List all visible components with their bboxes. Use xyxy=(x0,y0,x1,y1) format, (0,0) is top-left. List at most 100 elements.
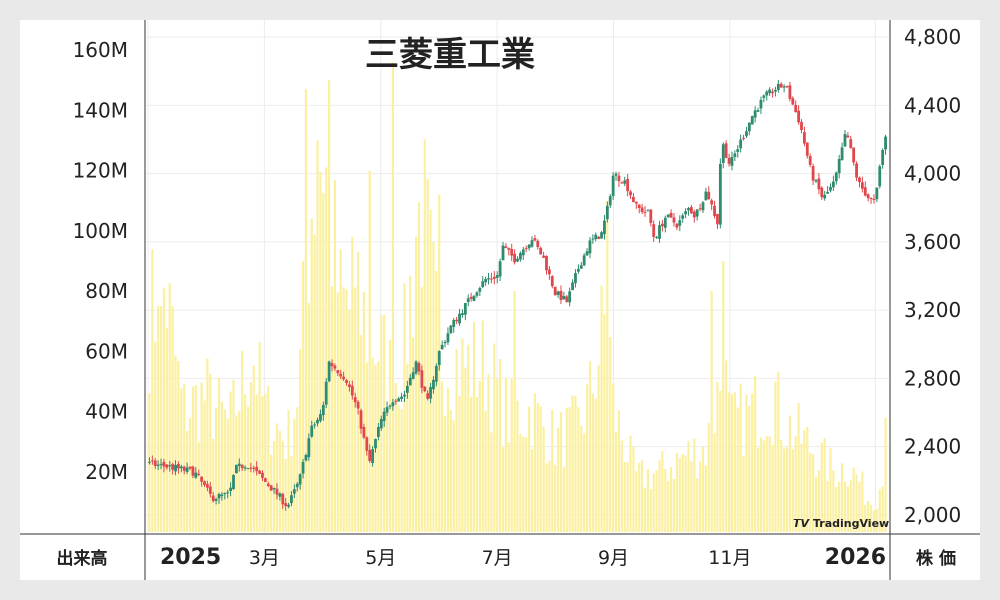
candle xyxy=(661,220,664,232)
candle xyxy=(869,197,873,204)
candle xyxy=(498,258,502,282)
candle xyxy=(817,172,821,195)
volume-bar xyxy=(800,443,803,532)
candle xyxy=(148,457,151,465)
volume-bar xyxy=(771,445,774,532)
candle xyxy=(753,106,757,123)
volume-bar xyxy=(533,393,536,532)
volume-bar xyxy=(742,455,745,532)
volume-bar xyxy=(623,462,626,532)
candle xyxy=(292,484,296,499)
volume-bar xyxy=(858,481,861,532)
volume-bar xyxy=(325,167,328,532)
chart-title: 三菱重工業 xyxy=(365,35,535,75)
candle xyxy=(658,220,661,243)
candle xyxy=(629,190,632,199)
volume-bar xyxy=(441,381,444,532)
candle xyxy=(689,204,693,215)
volume-bar xyxy=(414,236,418,533)
candle xyxy=(718,158,722,229)
volume-bar xyxy=(478,380,481,532)
volume-bar xyxy=(212,438,215,532)
volume-bar xyxy=(571,395,574,532)
volume-bar xyxy=(783,448,786,532)
candle xyxy=(287,502,290,509)
volume-bar xyxy=(328,80,331,532)
volume-bar xyxy=(426,179,429,532)
volume-bar xyxy=(475,397,479,532)
volume-bar xyxy=(664,469,667,532)
candle xyxy=(298,473,302,490)
volume-bar xyxy=(867,501,870,532)
volume-bar xyxy=(174,355,177,532)
candle xyxy=(263,477,267,483)
volume-bar xyxy=(609,336,612,532)
volume-bar xyxy=(696,478,699,532)
candle xyxy=(159,458,163,470)
volume-bar xyxy=(756,447,760,532)
candle xyxy=(281,492,285,509)
candle xyxy=(426,390,430,401)
volume-bar xyxy=(765,436,768,532)
candle xyxy=(214,497,218,505)
candle xyxy=(304,453,308,462)
volume-bar xyxy=(217,377,221,532)
volume-bar xyxy=(635,471,638,532)
candle xyxy=(823,191,827,201)
time-tick-label: 5月 xyxy=(365,547,396,569)
candle xyxy=(382,407,386,427)
volume-bar xyxy=(504,377,508,532)
candle xyxy=(562,291,566,301)
volume-axis-ticks: 20M 40M 60M 80M 100M 120M 140M 160M xyxy=(73,38,128,484)
candle xyxy=(655,235,659,239)
candle xyxy=(858,176,861,188)
candle xyxy=(206,480,209,492)
candle xyxy=(504,243,508,249)
price-tick-label: 2,400 xyxy=(904,435,961,459)
volume-bar xyxy=(357,251,360,533)
volume-bar xyxy=(354,287,357,532)
volume-bar xyxy=(864,504,867,532)
volume-bar xyxy=(739,383,742,532)
candle xyxy=(565,294,569,303)
candle xyxy=(794,100,798,113)
candle xyxy=(779,81,783,88)
volume-bar xyxy=(545,463,548,532)
candle xyxy=(272,487,276,494)
candle xyxy=(200,476,204,487)
candle xyxy=(608,193,612,209)
volume-bar xyxy=(652,473,655,532)
volume-bar xyxy=(246,406,250,532)
volume-bar xyxy=(484,410,487,532)
volume-bar xyxy=(672,478,676,532)
volume-bar xyxy=(284,459,287,532)
candle xyxy=(223,492,227,500)
volume-bar xyxy=(835,487,838,532)
candle xyxy=(678,215,682,232)
volume-bar xyxy=(565,408,568,532)
candle xyxy=(339,369,343,379)
volume-bar xyxy=(252,365,255,532)
volume-bar xyxy=(423,139,426,532)
volume-bar xyxy=(472,322,476,532)
price-tick-label: 3,600 xyxy=(904,230,961,254)
candle xyxy=(469,292,473,302)
time-tick-label: 9月 xyxy=(598,547,629,569)
volume-bar xyxy=(577,407,580,532)
tradingview-logo-icon: 𝙏𝙑 xyxy=(793,517,811,530)
candle xyxy=(547,266,551,280)
volume-bar xyxy=(310,218,313,532)
candle xyxy=(687,206,690,216)
candle xyxy=(162,458,166,473)
candle xyxy=(397,396,401,402)
tradingview-watermark: 𝙏𝙑 TradingView xyxy=(793,517,889,530)
price-axis-ticks: 2,000 2,400 2,800 3,200 3,600 4,000 4,400 4,800 xyxy=(904,25,961,527)
candle xyxy=(243,465,247,471)
volume-bar xyxy=(556,427,560,532)
volume-bar xyxy=(501,447,505,532)
candle xyxy=(733,150,737,162)
volume-bar xyxy=(614,431,618,532)
candle xyxy=(249,462,253,473)
volume-bar xyxy=(220,401,223,532)
volume-bar xyxy=(559,412,563,532)
